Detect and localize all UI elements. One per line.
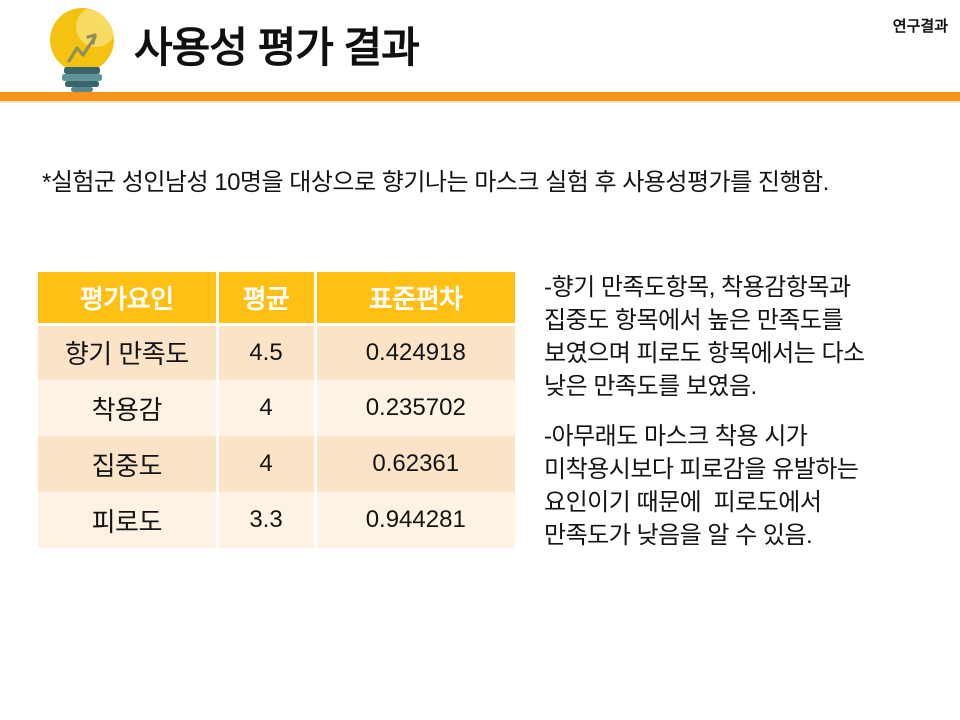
commentary-paragraph-2: -아무래도 마스크 착용 시가 미착용시보다 피로감을 유발하는 요인이기 때문… bbox=[544, 423, 859, 549]
bulb-base-band bbox=[62, 74, 102, 81]
evaluation-table: 평가요인 평균 표준편차 향기 만족도 4.5 0.424918 착용감 4 0… bbox=[38, 272, 515, 548]
bulb-highlight bbox=[76, 8, 114, 47]
cell-factor: 향기 만족도 bbox=[38, 324, 217, 380]
cell-std: 0.424918 bbox=[313, 324, 515, 380]
table-row: 피로도 3.3 0.944281 bbox=[38, 492, 515, 548]
cell-factor: 집중도 bbox=[38, 436, 217, 492]
column-header-mean: 평균 bbox=[215, 272, 315, 326]
accent-divider-bar bbox=[0, 92, 960, 103]
cell-std: 0.62361 bbox=[313, 436, 515, 492]
commentary-block: -향기 만족도항목, 착용감항목과 집중도 항목에서 높은 만족도를 보였으며 … bbox=[544, 271, 952, 552]
bulb-filament-arrow bbox=[86, 33, 97, 45]
experiment-note: *실험군 성인남성 10명을 대상으로 향기나는 마스크 실험 후 사용성평가를… bbox=[42, 169, 829, 196]
column-header-std: 표준편차 bbox=[313, 272, 515, 326]
cell-std: 0.944281 bbox=[313, 492, 515, 548]
bulb-base-band bbox=[65, 81, 99, 87]
table-row: 집중도 4 0.62361 bbox=[38, 436, 515, 492]
cell-mean: 3.3 bbox=[215, 492, 315, 548]
cell-factor: 피로도 bbox=[38, 492, 217, 548]
page-title: 사용성 평가 결과 bbox=[134, 24, 420, 71]
table-row: 향기 만족도 4.5 0.424918 bbox=[38, 324, 515, 380]
slide-tag: 연구결과 bbox=[892, 18, 948, 35]
column-header-factor: 평가요인 bbox=[38, 272, 217, 326]
bulb-filament bbox=[67, 35, 97, 63]
bulb-base-nub bbox=[71, 87, 93, 92]
cell-mean: 4.5 bbox=[215, 324, 315, 380]
table-row: 착용감 4 0.235702 bbox=[38, 380, 515, 436]
cell-factor: 착용감 bbox=[38, 380, 217, 436]
commentary-paragraph-1: -향기 만족도항목, 착용감항목과 집중도 항목에서 높은 만족도를 보였으며 … bbox=[544, 274, 865, 400]
lightbulb-icon bbox=[50, 8, 114, 92]
bulb-base-band bbox=[64, 67, 100, 74]
cell-std: 0.235702 bbox=[313, 380, 515, 436]
cell-mean: 4 bbox=[215, 380, 315, 436]
table-header-row: 평가요인 평균 표준편차 bbox=[38, 272, 515, 326]
cell-mean: 4 bbox=[215, 436, 315, 492]
